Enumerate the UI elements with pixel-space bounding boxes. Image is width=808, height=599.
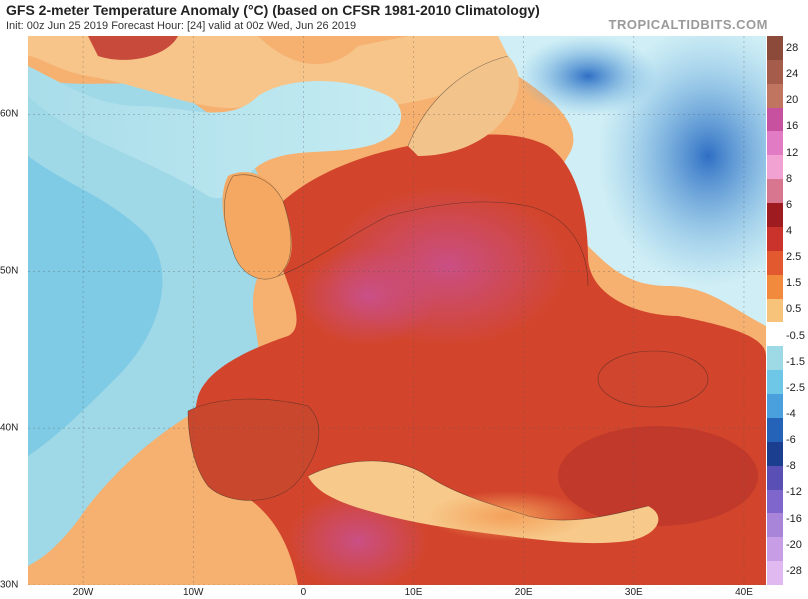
longitude-label: 20E [514, 587, 533, 598]
color-scale-swatch [767, 322, 783, 347]
color-scale-label: 6 [786, 198, 793, 211]
color-scale-swatch [767, 441, 783, 467]
color-scale-swatch [767, 250, 783, 276]
color-scale-label: 20 [786, 94, 799, 107]
map-title: GFS 2-meter Temperature Anomaly (°C) (ba… [6, 2, 540, 18]
color-scale-swatch [767, 155, 783, 180]
color-scale-label: -4 [786, 408, 796, 420]
scandinavia-region [408, 56, 519, 156]
color-scale-label: 24 [786, 68, 799, 81]
color-scale-swatch [767, 394, 783, 419]
color-scale-label: -2.5 [786, 381, 805, 394]
longitude-label: 20W [72, 587, 94, 598]
color-scale-bar [767, 36, 783, 586]
color-scale-swatch [767, 417, 783, 443]
british-isles [222, 172, 292, 280]
color-scale-swatch [767, 179, 783, 204]
color-scale-label: -20 [786, 538, 802, 551]
color-scale-swatch [767, 513, 783, 538]
longitude-label: 0 [300, 587, 307, 598]
color-scale-swatch [767, 346, 783, 371]
color-scale-swatch [767, 274, 783, 300]
color-scale-label: -12 [786, 486, 802, 499]
color-scale-label: -1.5 [786, 355, 805, 368]
color-scale-label: 1.5 [786, 277, 802, 290]
iberia-region [188, 399, 319, 501]
anomaly-map [28, 36, 766, 585]
color-scale-swatch [767, 131, 783, 156]
color-scale-swatch [767, 537, 783, 562]
latitude-label: 50N [0, 265, 19, 277]
latitude-label: 40N [0, 422, 19, 434]
color-scale-swatch [767, 203, 783, 228]
color-scale-swatch [767, 561, 783, 586]
color-scale-label: -0.5 [786, 329, 805, 342]
color-scale-label: -16 [786, 512, 802, 525]
color-scale-swatch [767, 83, 783, 109]
color-scale-label: -6 [786, 434, 796, 447]
color-scale-label: 12 [786, 146, 799, 159]
color-scale-swatch [767, 370, 783, 395]
longitude-label: 10W [182, 587, 204, 598]
longitude-label: 40E [735, 587, 753, 598]
color-scale-swatch [767, 107, 783, 132]
latitude-label: 30N [0, 579, 19, 591]
color-scale-label: 2.5 [786, 251, 802, 264]
color-scale-swatch [767, 298, 783, 323]
color-scale-label: -8 [786, 460, 796, 473]
graticule [28, 36, 766, 585]
color-scale-label: -28 [786, 564, 802, 577]
color-scale-label: 0.5 [786, 303, 802, 316]
color-scale-label: 8 [786, 172, 793, 185]
latitude-label: 60N [0, 108, 19, 120]
color-scale-label: 28 [786, 42, 799, 54]
black-sea [598, 351, 708, 407]
brand-watermark: TROPICALTIDBITS.COM [608, 17, 768, 32]
color-scale-label: 16 [786, 120, 799, 133]
longitude-label: 30E [624, 587, 643, 598]
color-scale-swatch [767, 36, 783, 61]
color-scale-swatch [767, 465, 783, 490]
color-scale-swatch [767, 489, 783, 514]
color-scale-swatch [767, 226, 783, 252]
map-subtitle: Init: 00z Jun 25 2019 Forecast Hour: [24… [6, 20, 357, 32]
color-scale-label: 4 [786, 225, 793, 237]
longitude-label: 10E [404, 587, 423, 598]
color-scale-swatch [767, 59, 783, 85]
